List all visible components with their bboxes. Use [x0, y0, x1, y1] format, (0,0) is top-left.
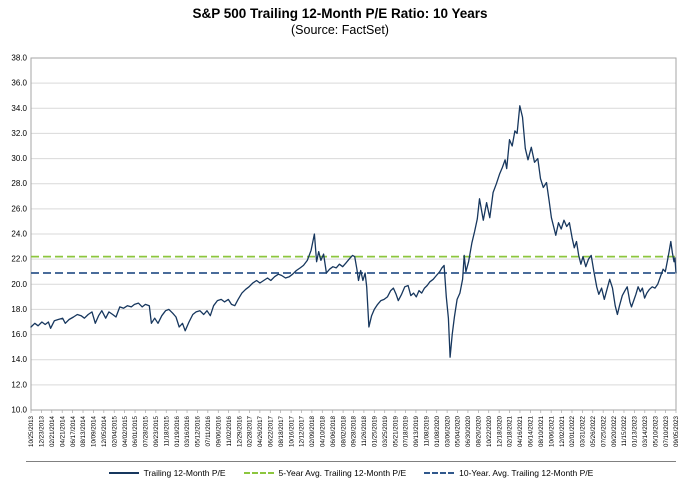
svg-text:08/13/2014: 08/13/2014 [80, 415, 87, 447]
svg-text:12/29/2016: 12/29/2016 [236, 415, 243, 447]
svg-text:02/18/2021: 02/18/2021 [507, 415, 514, 447]
svg-text:04/16/2021: 04/16/2021 [517, 415, 524, 447]
svg-text:18.0: 18.0 [11, 305, 27, 314]
svg-text:11/18/2015: 11/18/2015 [163, 415, 170, 446]
svg-text:05/10/2023: 05/10/2023 [652, 415, 659, 447]
svg-text:10/22/2020: 10/22/2020 [486, 415, 493, 447]
svg-text:12.0: 12.0 [11, 380, 27, 389]
svg-text:10/06/2021: 10/06/2021 [548, 415, 555, 447]
svg-text:11/02/2016: 11/02/2016 [226, 415, 233, 446]
legend-label-5yr-avg: 5-Year Avg. Trailing 12-Month P/E [278, 468, 407, 478]
svg-text:11/15/2022: 11/15/2022 [621, 415, 628, 446]
svg-text:04/21/2014: 04/21/2014 [59, 415, 66, 447]
legend-item-5yr-avg: 5-Year Avg. Trailing 12-Month P/E [243, 468, 407, 478]
svg-text:06/17/2014: 06/17/2014 [70, 415, 77, 447]
pe-ratio-line-chart: 38.0 36.0 34.0 32.0 30.0 28.0 26.0 24.0 22.0 20.0… [11, 54, 680, 447]
dashed-line-swatch-icon [243, 472, 274, 474]
svg-text:14.0: 14.0 [11, 355, 27, 364]
dashed-line-swatch-icon [424, 472, 455, 474]
svg-text:04/10/2018: 04/10/2018 [319, 415, 326, 447]
svg-text:02/28/2017: 02/28/2017 [247, 415, 254, 447]
svg-text:07/11/2016: 07/11/2016 [205, 415, 212, 446]
svg-text:11/26/2018: 11/26/2018 [361, 415, 368, 446]
svg-text:10/16/2017: 10/16/2017 [288, 415, 295, 447]
svg-text:08/02/2018: 08/02/2018 [340, 415, 347, 447]
svg-text:10/25/2013: 10/25/2013 [28, 415, 35, 447]
svg-text:08/10/2021: 08/10/2021 [538, 415, 545, 447]
svg-text:01/13/2023: 01/13/2023 [632, 415, 639, 447]
svg-text:05/12/2016: 05/12/2016 [195, 415, 202, 447]
chart-title: S&P 500 Trailing 12-Month P/E Ratio: 10 … [192, 6, 488, 21]
svg-text:01/08/2020: 01/08/2020 [434, 415, 441, 447]
svg-text:04/26/2017: 04/26/2017 [257, 415, 264, 447]
svg-text:38.0: 38.0 [11, 54, 27, 63]
svg-text:02/09/2018: 02/09/2018 [309, 415, 316, 447]
svg-text:20.0: 20.0 [11, 280, 27, 289]
svg-text:03/31/2022: 03/31/2022 [580, 415, 587, 447]
svg-text:08/18/2017: 08/18/2017 [278, 415, 285, 447]
svg-text:05/21/2019: 05/21/2019 [392, 415, 399, 447]
svg-text:08/26/2020: 08/26/2020 [476, 415, 483, 447]
svg-text:28.0: 28.0 [11, 179, 27, 188]
legend-item-trailing-pe: Trailing 12-Month P/E [108, 468, 226, 478]
solid-line-swatch-icon [108, 472, 139, 474]
svg-text:03/16/2016: 03/16/2016 [184, 415, 191, 447]
svg-text:06/14/2021: 06/14/2021 [528, 415, 535, 447]
svg-text:24.0: 24.0 [11, 230, 27, 239]
svg-text:07/18/2019: 07/18/2019 [403, 415, 410, 447]
chart-legend: Trailing 12-Month P/E 5-Year Avg. Traili… [26, 461, 676, 478]
svg-text:05/26/2022: 05/26/2022 [590, 415, 597, 447]
legend-label-trailing-pe: Trailing 12-Month P/E [143, 468, 226, 478]
chart-subtitle: (Source: FactSet) [291, 23, 389, 37]
svg-text:11/08/2019: 11/08/2019 [424, 415, 431, 446]
legend-label-10yr-avg: 10-Year. Avg. Trailing 12-Month P/E [459, 468, 594, 478]
svg-text:03/06/2020: 03/06/2020 [444, 415, 451, 447]
svg-text:07/28/2015: 07/28/2015 [143, 415, 150, 447]
svg-text:07/25/2022: 07/25/2022 [600, 415, 607, 447]
svg-text:03/25/2019: 03/25/2019 [382, 415, 389, 447]
svg-text:30.0: 30.0 [11, 154, 27, 163]
svg-text:34.0: 34.0 [11, 104, 27, 113]
svg-text:10.0: 10.0 [11, 406, 27, 415]
svg-text:09/13/2019: 09/13/2019 [413, 415, 420, 447]
svg-text:03/14/2023: 03/14/2023 [642, 415, 649, 447]
svg-text:09/23/2015: 09/23/2015 [153, 415, 160, 447]
svg-text:12/05/2014: 12/05/2014 [101, 415, 108, 447]
svg-text:09/05/2023: 09/05/2023 [673, 415, 680, 447]
svg-text:12/12/2017: 12/12/2017 [299, 415, 306, 447]
svg-text:06/06/2018: 06/06/2018 [330, 415, 337, 447]
svg-text:36.0: 36.0 [11, 79, 27, 88]
svg-text:06/01/2015: 06/01/2015 [132, 415, 139, 447]
svg-text:12/02/2021: 12/02/2021 [559, 415, 566, 447]
svg-text:26.0: 26.0 [11, 204, 27, 213]
svg-text:07/10/2023: 07/10/2023 [663, 415, 670, 447]
svg-text:16.0: 16.0 [11, 330, 27, 339]
svg-text:05/04/2020: 05/04/2020 [455, 415, 462, 447]
svg-text:02/01/2022: 02/01/2022 [569, 415, 576, 447]
legend-item-10yr-avg: 10-Year. Avg. Trailing 12-Month P/E [424, 468, 593, 478]
svg-text:06/22/2017: 06/22/2017 [267, 415, 274, 447]
svg-text:10/09/2014: 10/09/2014 [91, 415, 98, 447]
svg-text:01/25/2019: 01/25/2019 [372, 415, 379, 447]
svg-text:09/28/2018: 09/28/2018 [351, 415, 358, 447]
svg-text:01/19/2016: 01/19/2016 [174, 415, 181, 447]
svg-text:02/21/2014: 02/21/2014 [49, 415, 56, 447]
svg-text:09/20/2022: 09/20/2022 [611, 415, 618, 447]
svg-text:02/04/2015: 02/04/2015 [111, 415, 118, 447]
svg-text:06/30/2020: 06/30/2020 [465, 415, 472, 447]
svg-text:12/18/2020: 12/18/2020 [496, 415, 503, 447]
svg-text:09/06/2016: 09/06/2016 [215, 415, 222, 447]
svg-text:22.0: 22.0 [11, 255, 27, 264]
svg-text:04/02/2015: 04/02/2015 [122, 415, 129, 447]
svg-text:32.0: 32.0 [11, 129, 27, 138]
svg-text:12/23/2013: 12/23/2013 [39, 415, 46, 447]
